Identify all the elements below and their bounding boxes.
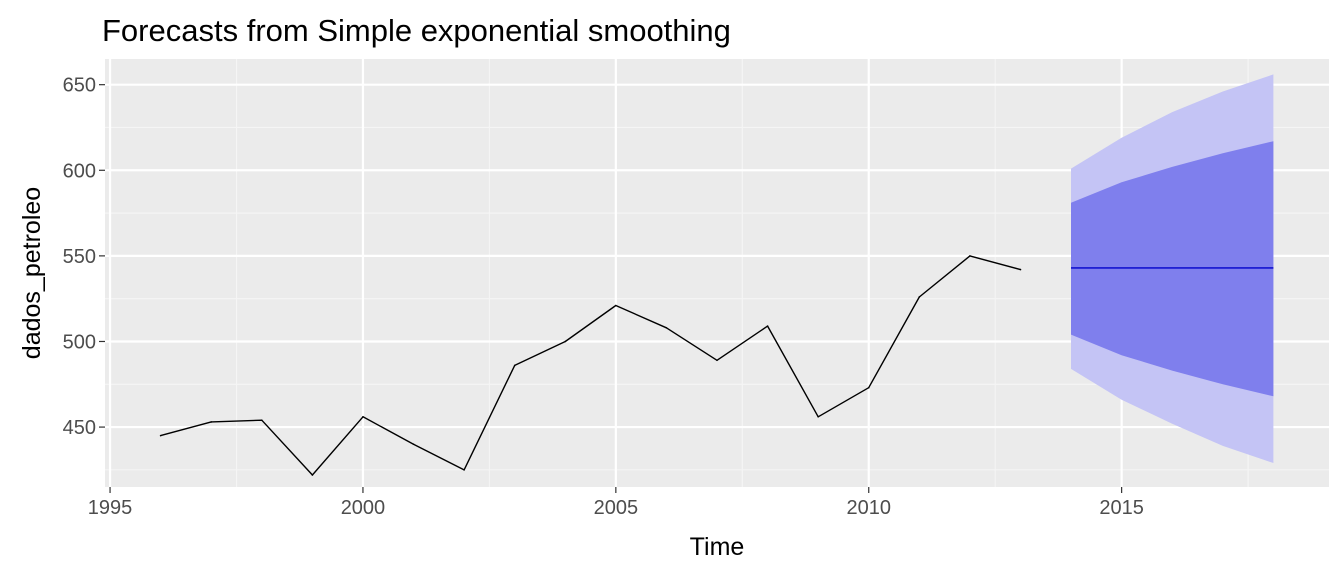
observed-point: [260, 419, 263, 422]
observed-point: [513, 364, 516, 367]
band-80: [1071, 141, 1274, 397]
y-tick-label: 600: [63, 160, 96, 182]
x-tick-label: 2010: [846, 497, 891, 519]
observed-series-line: [160, 255, 1021, 476]
observed-point: [210, 421, 213, 423]
observed-point: [362, 416, 364, 418]
x-axis-title: Time: [690, 533, 745, 561]
chart-title: Forecasts from Simple exponential smooth…: [102, 13, 731, 48]
series-lines: [159, 255, 1274, 476]
axis-ticks: 1995 2000 2005 2010 2015 450 500 550 600 650: [63, 75, 1144, 519]
x-tick-label: 2015: [1099, 497, 1144, 519]
x-tick-label: 2000: [341, 497, 386, 519]
observed-point: [564, 340, 567, 343]
observed-point: [918, 296, 921, 298]
observed-point: [463, 469, 465, 471]
observed-point: [716, 359, 718, 362]
x-tick-label: 1995: [88, 497, 133, 519]
observed-point: [665, 326, 668, 329]
y-tick-label: 550: [63, 246, 96, 268]
observed-point: [969, 255, 971, 257]
observed-point: [412, 443, 415, 446]
y-tick-label: 500: [63, 331, 96, 353]
observed-point: [817, 416, 819, 418]
observed-point: [867, 386, 870, 389]
y-tick-label: 650: [63, 75, 96, 97]
x-tick-label: 2005: [594, 497, 639, 519]
prediction-intervals: [1071, 74, 1274, 464]
observed-point: [1019, 268, 1022, 271]
y-tick-label: 450: [63, 417, 96, 439]
observed-point: [615, 304, 617, 307]
observed-point: [766, 325, 769, 327]
observed-point: [311, 474, 314, 476]
y-axis-title: dados_petroleo: [18, 187, 46, 359]
observed-point: [159, 434, 162, 437]
